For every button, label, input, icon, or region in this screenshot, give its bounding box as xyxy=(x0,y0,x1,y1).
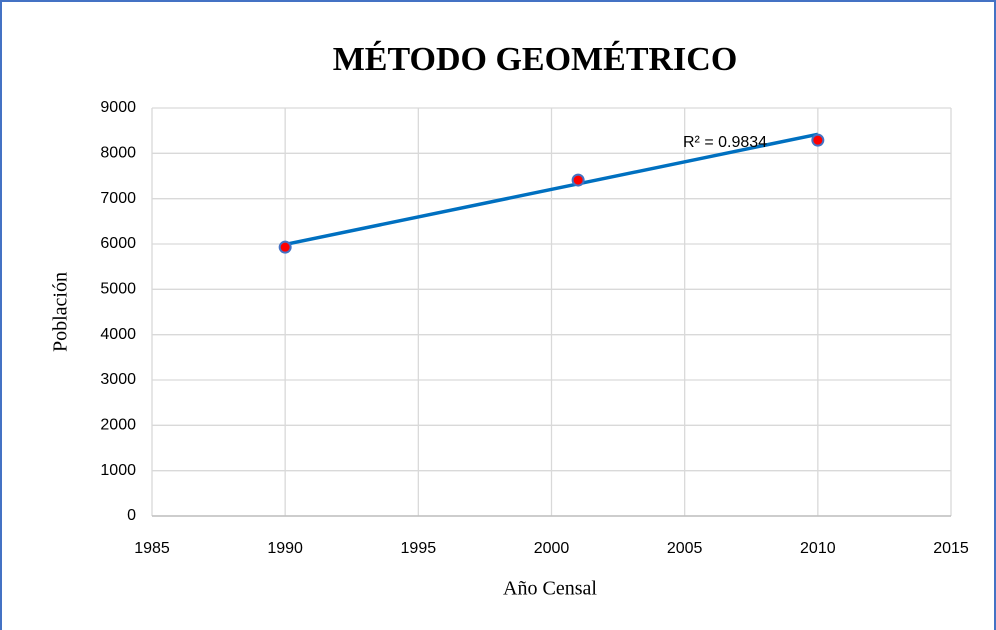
x-tick-label: 1990 xyxy=(267,540,303,557)
chart-title: MÉTODO GEOMÉTRICO xyxy=(333,41,738,78)
y-tick-label: 4000 xyxy=(100,326,136,343)
x-tick-label: 2015 xyxy=(933,540,969,557)
r-squared-label: R² = 0.9834 xyxy=(683,134,767,151)
x-tick-label: 2000 xyxy=(534,540,570,557)
y-tick-label: 1000 xyxy=(100,462,136,479)
x-tick-label: 1985 xyxy=(134,540,170,557)
y-tick-label: 0 xyxy=(127,507,136,524)
x-tick-label: 2010 xyxy=(800,540,836,557)
y-tick-label: 5000 xyxy=(100,281,136,298)
point xyxy=(811,133,825,147)
y-tick-label: 9000 xyxy=(100,99,136,116)
point xyxy=(278,240,292,254)
x-tick-label: 1995 xyxy=(401,540,437,557)
y-tick-label: 2000 xyxy=(100,417,136,434)
y-tick-label: 8000 xyxy=(100,145,136,162)
y-tick-label: 6000 xyxy=(100,235,136,252)
x-tick-label: 2005 xyxy=(667,540,703,557)
point xyxy=(571,173,585,187)
y-axis-label: Población xyxy=(50,272,72,352)
x-axis-label: Año Censal xyxy=(503,578,597,600)
y-tick-label: 7000 xyxy=(100,190,136,207)
y-tick-label: 3000 xyxy=(100,371,136,388)
trendline xyxy=(284,132,819,247)
